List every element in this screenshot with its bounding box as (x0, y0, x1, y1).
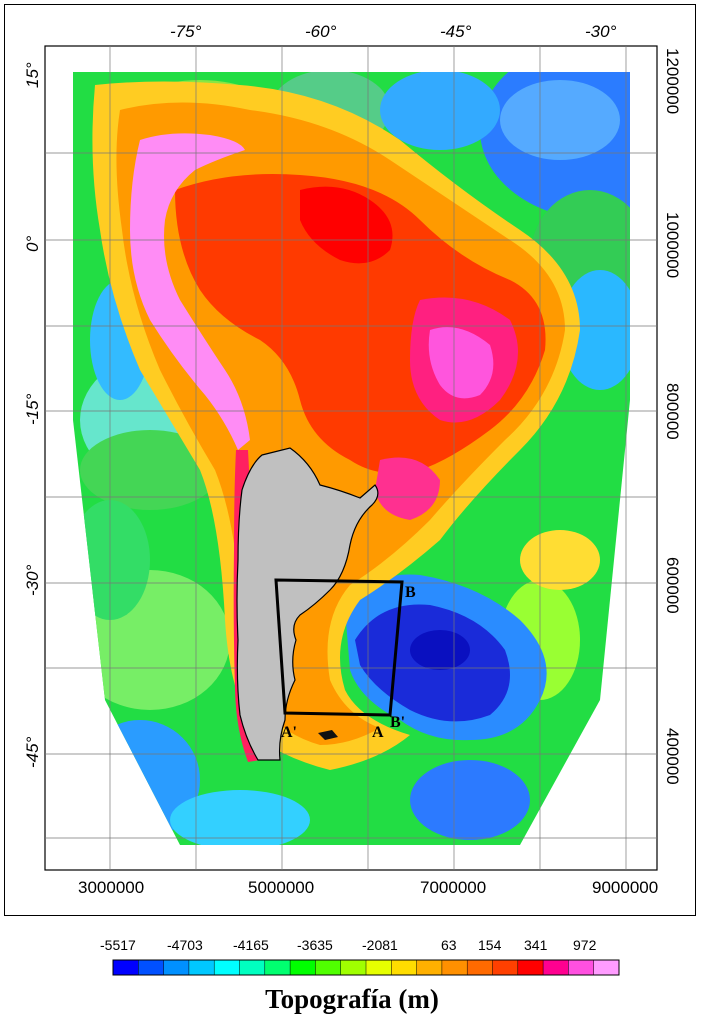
colorbar-tick-label: 154 (478, 937, 502, 953)
island-shape (318, 730, 338, 740)
y-label: 400000 (663, 728, 682, 785)
x-label: 9000000 (592, 878, 658, 897)
colorbar-segment (467, 960, 493, 975)
x-label: 3000000 (78, 878, 144, 897)
x-label: 7000000 (420, 878, 486, 897)
lat-label: 15° (23, 62, 42, 88)
colorbar (112, 959, 620, 976)
colorbar-segment (441, 960, 468, 975)
colorbar-segment (366, 960, 392, 975)
lat-label: -15° (23, 393, 42, 425)
colorbar-segment (593, 960, 620, 975)
y-label: 600000 (663, 557, 682, 614)
lat-label: -45° (23, 736, 42, 768)
colorbar-segment (416, 960, 443, 975)
y-label: 1200000 (663, 48, 682, 114)
colorbar-title: Topografía (m) (265, 984, 439, 1014)
argentina-landmass (236, 447, 379, 761)
colorbar-tick-label: -4703 (167, 937, 203, 953)
colorbar-tick-label: 63 (441, 937, 457, 953)
colorbar-segment (492, 960, 519, 975)
colorbar-tick-label: 972 (573, 937, 597, 953)
colorbar-segment (568, 960, 595, 975)
x-label: 5000000 (248, 878, 314, 897)
colorbar-tick-labels: -5517 -4703 -4165 -3635 -2081 63 154 341… (100, 937, 597, 953)
y-label: 800000 (663, 383, 682, 440)
colorbar-segment (138, 960, 165, 975)
label-B: B (405, 584, 416, 601)
colorbar-tick-label: -5517 (100, 937, 136, 953)
label-B-prime: B' (390, 714, 405, 731)
label-A-prime: A' (281, 724, 297, 741)
colorbar-segment (163, 960, 190, 975)
lon-label: -45° (440, 22, 472, 41)
colorbar-segment (239, 960, 266, 975)
colorbar-segment (290, 960, 316, 975)
study-area-box (274, 578, 404, 717)
colorbar-segment (391, 960, 418, 975)
colorbar-segment (113, 960, 139, 975)
colorbar-segment (264, 960, 291, 975)
colorbar-tick-label: -4165 (233, 937, 269, 953)
label-A: A (372, 724, 384, 741)
colorbar-segment (214, 960, 240, 975)
colorbar-segment (188, 960, 215, 975)
y-label: 1000000 (663, 212, 682, 278)
colorbar-segment (315, 960, 342, 975)
colorbar-segment (543, 960, 569, 975)
lat-label: -30° (23, 564, 42, 596)
colorbar-tick-label: 341 (524, 937, 548, 953)
lat-label: 0° (23, 236, 42, 252)
colorbar-tick-label: -3635 (297, 937, 333, 953)
colorbar-tick-label: -2081 (362, 937, 398, 953)
colorbar-segment (340, 960, 367, 975)
lon-label: -30° (585, 22, 617, 41)
lon-label: -75° (170, 22, 202, 41)
lon-label: -60° (305, 22, 337, 41)
colorbar-segment (517, 960, 544, 975)
